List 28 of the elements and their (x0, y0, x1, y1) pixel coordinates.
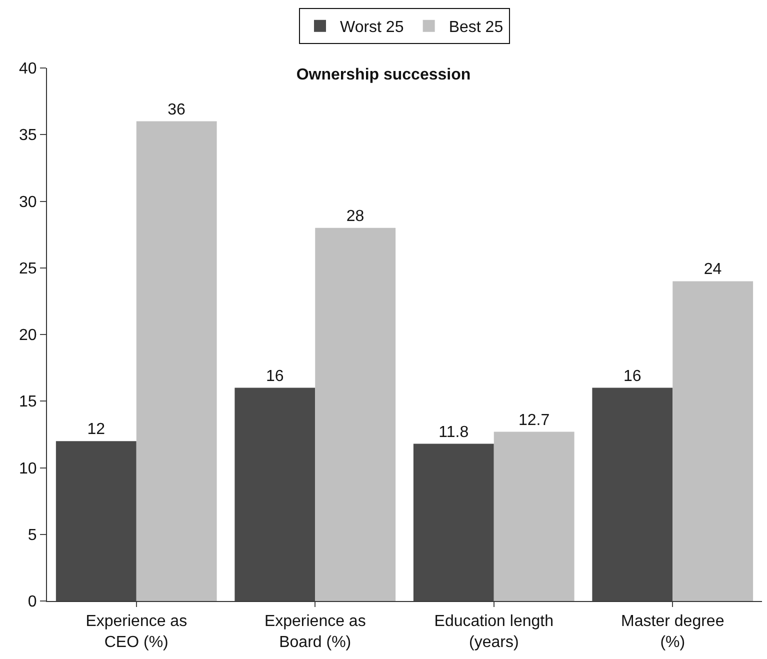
y-tick-label: 15 (19, 394, 37, 411)
bar (136, 121, 217, 601)
y-tick-label: 10 (19, 460, 37, 478)
x-tick-label: Education length (years) (434, 613, 554, 651)
chart-title: Ownership succession (296, 66, 471, 84)
y-tick-label: 20 (19, 327, 37, 344)
bar (672, 281, 754, 601)
y-tick-label: 5 (28, 526, 37, 544)
bar (494, 432, 574, 601)
y-tick-label: 35 (19, 127, 37, 144)
data-label: 12 (87, 421, 106, 438)
y-tick-label: 40 (19, 60, 37, 78)
data-label: 16 (623, 368, 642, 385)
y-tick-label: 30 (19, 194, 37, 211)
y-tick-label: 0 (28, 594, 37, 611)
data-label: 24 (704, 261, 722, 278)
y-tick-label: 25 (19, 260, 37, 278)
data-label: 16 (266, 368, 284, 385)
x-tick-label: Master degree (%) (621, 613, 724, 651)
x-tick-label: Experience as Board (%) (264, 613, 366, 651)
data-label: 11.8 (438, 424, 469, 441)
x-tick-label: Experience as CEO (%) (86, 613, 188, 651)
data-label: 12.7 (518, 412, 550, 429)
bar (315, 228, 396, 601)
legend-label: Best 25 (448, 19, 504, 36)
data-label: 28 (346, 208, 364, 225)
legend-label: Worst 25 (340, 19, 404, 36)
data-label: 36 (168, 101, 186, 118)
